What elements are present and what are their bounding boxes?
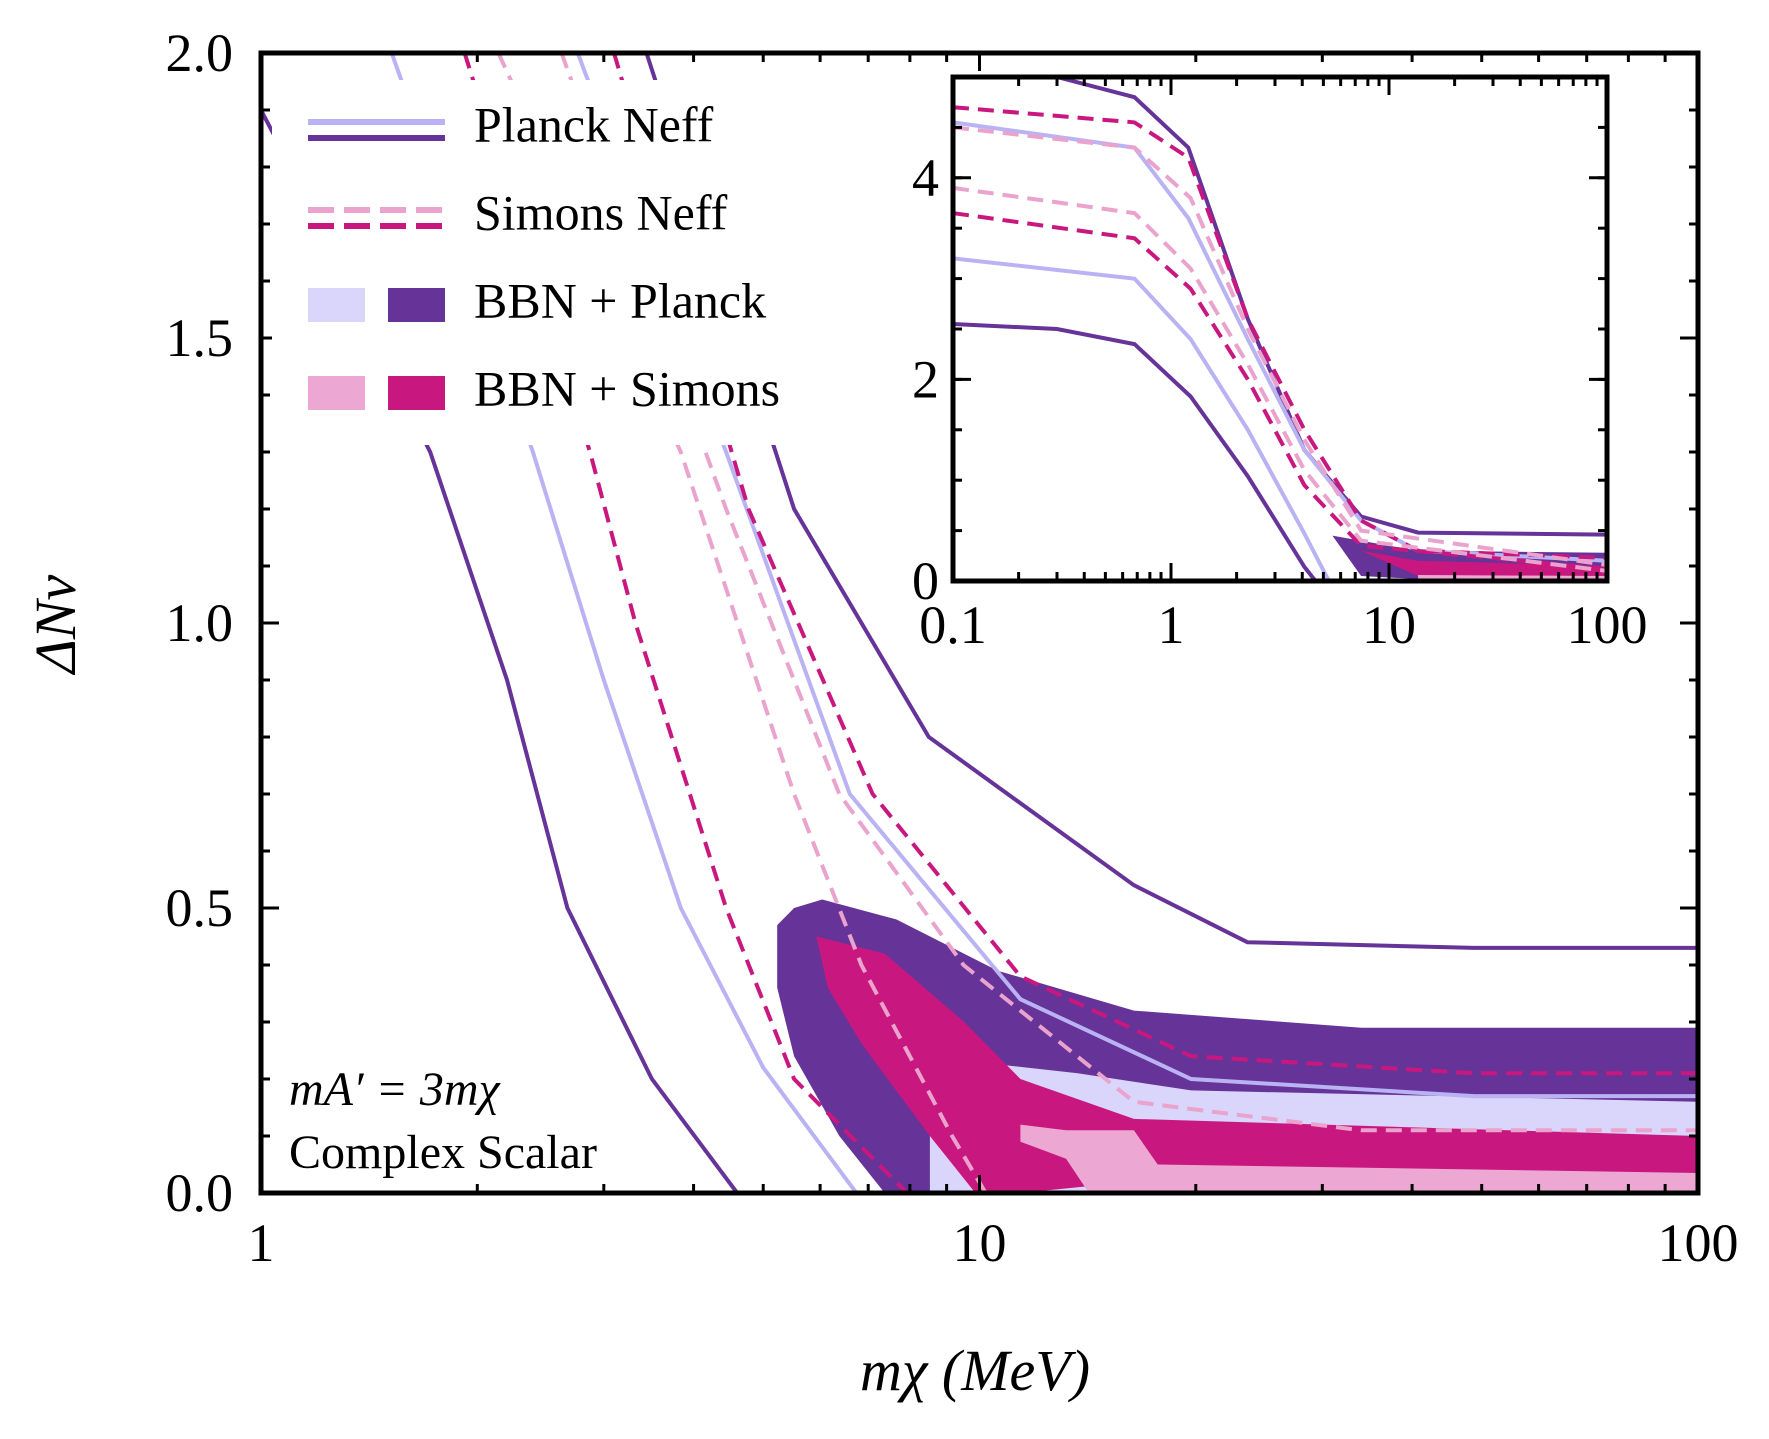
- legend-swatch: [308, 288, 365, 322]
- y-tick-label: 0.5: [166, 878, 234, 938]
- y-tick-label: 1.0: [166, 593, 234, 653]
- plot-area: [261, 53, 1698, 1193]
- x-tick-label: 10: [953, 1213, 1007, 1273]
- curve: [644, 53, 1698, 950]
- x-tick-label: 0.1: [919, 595, 987, 655]
- curve: [462, 53, 909, 1193]
- legend-label: BBN + Simons: [474, 360, 780, 416]
- plot-area: [953, 77, 1607, 581]
- legend-label: Simons Neff: [474, 184, 728, 240]
- curve: [953, 256, 1331, 581]
- x-tick-label: 100: [1658, 1213, 1739, 1273]
- x-axis-label: mχ (MeV): [860, 1338, 1090, 1403]
- y-tick-label: 1.5: [166, 308, 234, 368]
- y-tick-label: 2.0: [166, 23, 234, 83]
- axes-frame: [258, 50, 1701, 1196]
- curve: [612, 53, 1698, 1076]
- x-tick-label: 1: [1158, 595, 1185, 655]
- curve: [953, 322, 1318, 581]
- curve: [953, 185, 1607, 573]
- y-tick-label: 0.0: [166, 1163, 234, 1223]
- legend-swatch: [308, 376, 365, 410]
- curve: [953, 211, 1607, 571]
- legend-label: Planck Neff: [474, 96, 714, 152]
- data-layer: [261, 53, 1698, 1193]
- y-tick-label: 0: [912, 551, 939, 611]
- y-tick-label: 4: [912, 148, 939, 208]
- y-tick-label: 2: [912, 349, 939, 409]
- curve: [953, 125, 1607, 567]
- region: [1020, 1124, 1698, 1193]
- annotation: Complex Scalar: [289, 1126, 597, 1179]
- legend: Planck Neff Simons Neff BBN + Planck BBN + …: [272, 80, 872, 445]
- annotation: mA′ = 3mχ: [289, 1063, 502, 1116]
- region: [1361, 550, 1607, 577]
- x-tick-label: 1: [248, 1213, 275, 1273]
- data-layer: [953, 77, 1607, 581]
- curve: [559, 53, 1698, 1133]
- x-tick-label: 10: [1362, 595, 1416, 655]
- curve: [575, 53, 1698, 1099]
- axes-frame: [950, 74, 1610, 584]
- y-axis-label: ΔNν: [23, 575, 88, 676]
- legend-label: BBN + Planck: [474, 272, 766, 328]
- x-tick-label: 100: [1567, 595, 1648, 655]
- legend-swatch: [388, 288, 445, 322]
- legend-swatch: [388, 376, 445, 410]
